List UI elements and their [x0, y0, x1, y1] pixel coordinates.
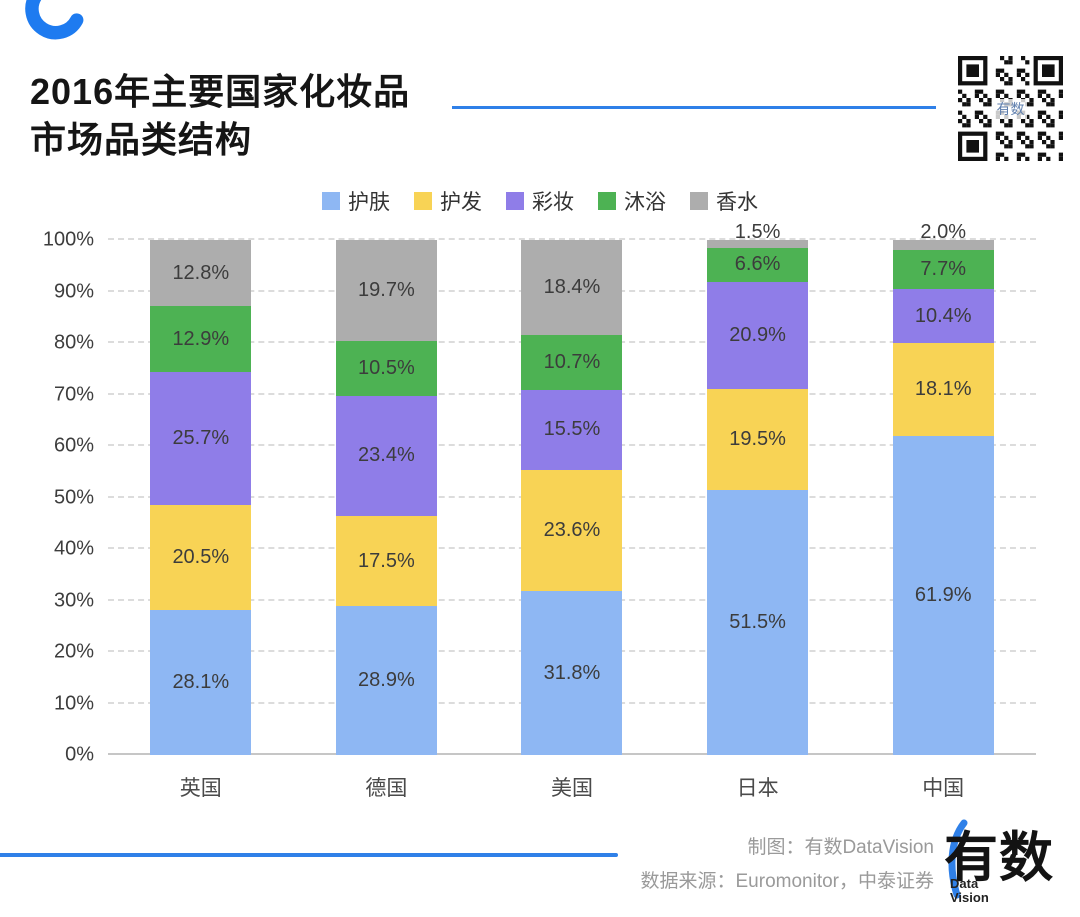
bar-segment-护发-label: 20.5% [150, 504, 252, 611]
qr-center-text: 有数 [994, 98, 1027, 119]
bar-segment-护肤-label: 31.8% [521, 591, 623, 755]
bar-segment-护肤-label: 51.5% [707, 489, 809, 755]
legend-label: 彩妆 [532, 191, 574, 214]
bar-segment-彩妆-label: 23.4% [335, 395, 437, 517]
bar-segment-护肤-label: 28.1% [150, 610, 252, 755]
logo-sub-line2: Vision [950, 890, 989, 905]
gridline [108, 238, 1036, 240]
legend-swatch [506, 192, 524, 210]
legend-swatch [598, 192, 616, 210]
x-axis-label: 日本 [736, 777, 779, 800]
plot-area: 0% 10% 20% 30% 40% 50% 60% 70% 80% 90% 100% 12.8% 12… [43, 221, 1036, 766]
chart-legend: 护肤 护发 彩妆 沐浴 香水 [0, 188, 1080, 214]
legend-item-香水: 香水 [690, 186, 758, 216]
footer-divider-line [0, 853, 618, 857]
stacked-bar: 12.8% 12.9% 25.7% 20.5% 28.1% [150, 240, 252, 755]
bar-segment-沐浴-label: 12.9% [150, 305, 252, 373]
page-title: 2016年主要国家化妆品 市场品类结构 [30, 68, 410, 164]
legend-swatch [322, 192, 340, 210]
logo-text: 有数 [944, 828, 1054, 888]
bar-column-美国: 18.4% 10.7% 15.5% 23.6% 31.8% [479, 240, 665, 755]
bar-segment-彩妆-label: 20.9% [707, 281, 809, 390]
legend-item-护肤: 护肤 [322, 186, 390, 216]
qr-pattern [958, 56, 1063, 161]
legend-label: 护发 [440, 191, 482, 214]
legend-label: 沐浴 [624, 191, 666, 214]
bar-segment-彩妆-label: 25.7% [150, 372, 252, 505]
bar-segment-香水 [892, 239, 994, 250]
x-axis-label: 德国 [365, 777, 408, 800]
y-tick-label: 30% [53, 589, 94, 611]
bar-segment-彩妆-label: 10.4% [892, 289, 994, 344]
legend-label: 香水 [716, 191, 758, 214]
bar-segment-护肤-label: 61.9% [892, 436, 994, 755]
bar-segment-香水-label: 19.7% [335, 240, 437, 342]
brand-logo: 有数 Data Vision [944, 811, 1054, 907]
credit-source: 数据来源：Euromonitor，中泰证券 [640, 871, 935, 892]
legend-swatch [414, 192, 432, 210]
bar-column-英国: 12.8% 12.9% 25.7% 20.5% 28.1% [108, 240, 294, 755]
bar-segment-护发-label: 18.1% [892, 343, 994, 437]
bar-segment-护肤-label: 28.9% [335, 606, 437, 755]
bar-segment-沐浴-label: 6.6% [707, 247, 809, 282]
x-axis-label: 美国 [550, 777, 593, 800]
legend-item-护发: 护发 [414, 186, 482, 216]
title-underline [452, 106, 936, 109]
bar-column-中国: 2.0% 7.7% 10.4% 18.1% 61.9% [850, 221, 1036, 755]
x-axis: 英国 德国 美国 日本 中国 [108, 772, 1036, 802]
y-tick-label: 100% [42, 228, 94, 251]
bar-segment-护发-label: 23.6% [521, 469, 623, 592]
y-tick-label: 70% [53, 383, 94, 405]
footer-credits: 制图：有数DataVision 数据来源：Euromonitor，中泰证券 [641, 831, 935, 899]
x-axis-label: 英国 [179, 777, 222, 800]
y-tick-label: 0% [65, 743, 94, 766]
bar-segment-香水-label: 12.8% [150, 240, 252, 306]
y-tick-label: 80% [53, 331, 94, 354]
y-tick-label: 60% [53, 434, 94, 457]
stacked-bar: 1.5% 6.6% 20.9% 19.5% 51.5% [707, 221, 809, 755]
bar-segment-沐浴-label: 7.7% [892, 249, 994, 290]
bar-segment-护发-label: 19.5% [707, 389, 809, 490]
page-title-line1: 2016年主要国家化妆品 [30, 71, 411, 112]
outside-data-label: 1.5% [734, 221, 781, 243]
logo-brush-stroke [948, 819, 968, 899]
brand-crescent-icon [25, 0, 84, 40]
logo-subtext: Data Vision [950, 877, 989, 905]
qr-code: 有数 [958, 56, 1063, 161]
bar-segment-彩妆-label: 15.5% [521, 389, 623, 470]
legend-swatch [690, 192, 708, 210]
bar-column-德国: 19.7% 10.5% 23.4% 17.5% 28.9% [294, 240, 480, 755]
bar-segment-护发-label: 17.5% [335, 516, 437, 607]
page-title-line2: 市场品类结构 [30, 119, 253, 160]
legend-item-沐浴: 沐浴 [598, 186, 666, 216]
credit-maker: 制图：有数DataVision [747, 837, 934, 858]
stacked-bar: 2.0% 7.7% 10.4% 18.1% 61.9% [892, 221, 994, 755]
bar-column-日本: 1.5% 6.6% 20.9% 19.5% 51.5% [665, 221, 851, 755]
bar-segment-香水-label: 18.4% [521, 240, 623, 335]
stacked-bar: 18.4% 10.7% 15.5% 23.6% 31.8% [521, 240, 623, 755]
bar-segment-沐浴-label: 10.5% [335, 341, 437, 396]
stacked-bar: 19.7% 10.5% 23.4% 17.5% 28.9% [335, 240, 437, 755]
y-tick-label: 40% [53, 537, 94, 560]
bar-segment-沐浴-label: 10.7% [521, 334, 623, 390]
logo-sub-line1: Data [950, 876, 979, 891]
legend-item-彩妆: 彩妆 [506, 186, 574, 216]
y-tick-label: 20% [53, 640, 94, 663]
y-tick-label: 10% [53, 692, 94, 714]
y-tick-label: 50% [53, 486, 94, 508]
legend-label: 护肤 [348, 191, 390, 214]
y-tick-label: 90% [53, 280, 94, 302]
bar-segment-香水 [707, 240, 809, 248]
outside-data-label: 2.0% [920, 221, 966, 243]
x-axis-label: 中国 [922, 777, 965, 800]
